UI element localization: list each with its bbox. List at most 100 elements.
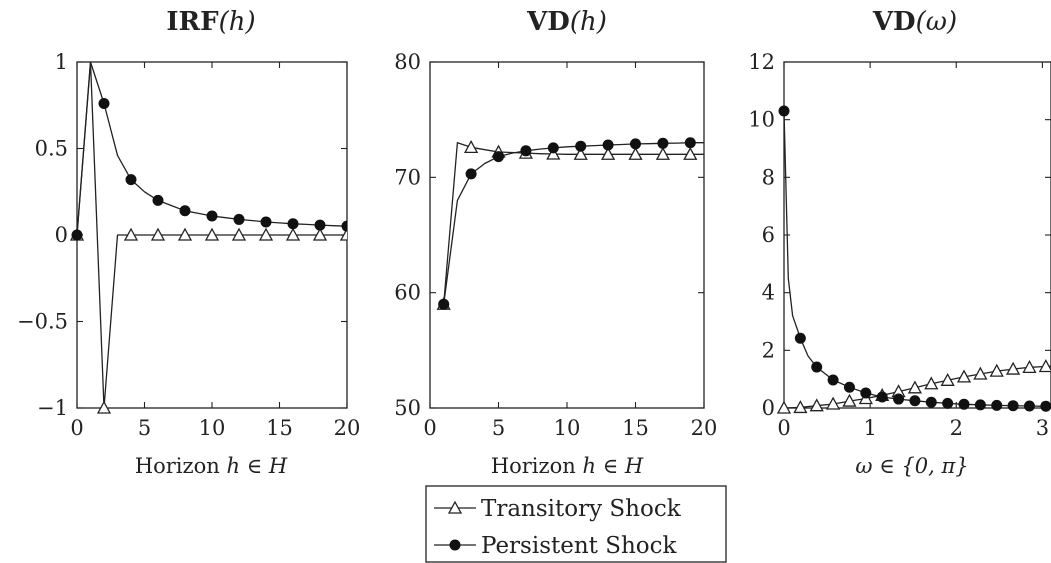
circle-marker (811, 361, 823, 373)
circle-marker (1023, 400, 1035, 412)
x-tick-label: 10 (554, 416, 581, 440)
circle-marker (991, 399, 1003, 411)
triangle-marker (573, 146, 588, 160)
triangle-marker (1038, 359, 1051, 373)
triangle-marker (628, 146, 643, 160)
triangle-marker (973, 366, 988, 380)
circle-marker (657, 137, 669, 149)
legend-circle-marker (449, 539, 461, 551)
y-tick-label: 6 (762, 223, 775, 247)
series-line-transitory-shock (443, 142, 704, 305)
triangle-marker (123, 227, 139, 241)
triangle-marker (96, 400, 112, 414)
x-tick-label: 5 (492, 416, 505, 440)
circle-marker (630, 138, 641, 150)
y-tick-label: 10 (748, 108, 775, 132)
panel-title: IRF(h) (166, 7, 255, 37)
circle-marker (843, 381, 855, 393)
circle-marker (520, 145, 532, 157)
circle-marker (1040, 400, 1051, 412)
circle-marker (233, 213, 245, 225)
x-tick-label: 0 (70, 416, 83, 440)
circle-marker (602, 139, 614, 151)
triangle-marker (924, 376, 939, 390)
circle-marker (314, 219, 326, 231)
x-axis-label-math: h ∈ H (226, 454, 287, 478)
y-tick-label: 0 (55, 223, 68, 247)
triangle-marker (825, 396, 841, 410)
x-tick-label: 15 (622, 416, 649, 440)
circle-marker (71, 229, 83, 241)
x-axis-label-math: h ∈ H (582, 454, 643, 478)
circle-marker (827, 374, 839, 386)
circle-marker (206, 210, 218, 222)
x-axis-label: Horizon h ∈ H (135, 454, 288, 478)
title-arg: (ω) (916, 7, 958, 37)
panel-title: VD(h) (526, 7, 607, 37)
triangle-marker (907, 380, 923, 394)
triangle-marker (150, 227, 166, 241)
circle-marker (778, 105, 790, 117)
circle-marker (893, 393, 905, 405)
triangle-marker (339, 227, 347, 241)
y-tick-label: 8 (762, 165, 775, 189)
panel-vd-h: VD(h) Horizon h ∈ H 0 5 10 15 20 50 60 70 80 (394, 7, 717, 478)
circle-marker (684, 137, 696, 149)
y-tick-label: 1 (55, 50, 68, 74)
triangle-marker (546, 146, 561, 160)
triangle-marker (683, 146, 698, 160)
circle-marker (974, 399, 986, 411)
triangle-marker (177, 227, 193, 241)
plot-area (436, 137, 704, 310)
x-tick-label: 15 (266, 416, 293, 440)
legend-triangle-marker (447, 500, 463, 514)
y-tick-label: 60 (394, 281, 421, 305)
title-main: IRF (166, 7, 219, 37)
circle-marker (260, 216, 272, 228)
triangle-marker (258, 227, 274, 241)
y-tick-label: 0 (762, 396, 775, 420)
circle-marker (942, 397, 954, 409)
triangle-marker (204, 227, 220, 241)
x-tick-label: 0 (423, 416, 436, 440)
x-axis-label-main: Horizon (491, 454, 583, 478)
circle-marker (575, 140, 587, 152)
circle-marker (925, 396, 937, 408)
circle-marker (493, 151, 504, 163)
triangle-marker (776, 400, 792, 414)
plot-area (776, 105, 1051, 414)
circle-marker (547, 142, 559, 154)
series-line-persistent-shock (76, 61, 347, 236)
y-tick-label: −1 (37, 396, 68, 420)
circle-marker (465, 168, 477, 180)
triangle-marker (842, 393, 857, 407)
x-tick-label: 2 (950, 416, 963, 440)
legend-box (425, 485, 727, 563)
circle-marker (860, 387, 872, 399)
triangle-marker (312, 227, 328, 241)
plot-area (69, 61, 347, 414)
y-tick-label: 12 (748, 50, 775, 74)
series-line-persistent-shock (443, 142, 704, 305)
series-line-persistent-shock (783, 110, 1051, 407)
circle-marker (287, 218, 299, 230)
circle-marker (876, 391, 888, 403)
circle-marker (125, 174, 137, 186)
triangle-marker (793, 400, 808, 414)
triangle-marker (956, 369, 972, 383)
x-tick-label: 1 (863, 416, 876, 440)
circle-marker (794, 332, 806, 344)
y-tick-label: 4 (762, 281, 775, 305)
circle-marker (98, 98, 110, 110)
x-axis-label-math: ω ∈ {0, π} (855, 454, 968, 478)
x-tick-label: 10 (199, 416, 226, 440)
x-tick-label: 5 (138, 416, 151, 440)
circle-marker (341, 220, 347, 232)
triangle-marker (1006, 361, 1021, 375)
circle-marker (958, 398, 970, 410)
y-tick-label: 2 (762, 338, 775, 362)
x-tick-label: 3 (1036, 416, 1049, 440)
title-arg: (h) (219, 7, 256, 37)
circle-marker (179, 205, 191, 217)
